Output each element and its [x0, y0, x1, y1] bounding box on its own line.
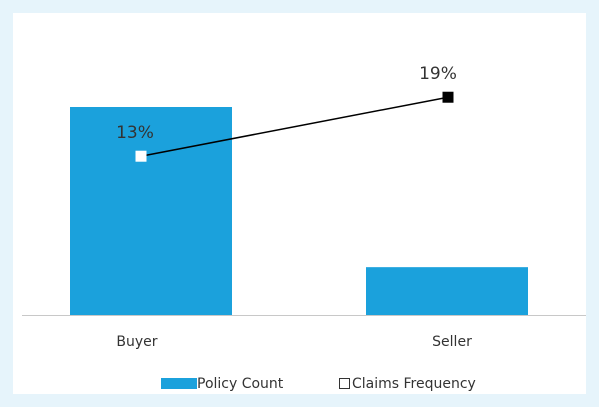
x-tick-labels: Buyer Seller: [116, 334, 472, 350]
bar-buyer: [70, 107, 232, 315]
legend: Policy Count Claims Frequency: [161, 376, 476, 392]
legend-swatch-policy-count: [161, 378, 197, 389]
bar-seller: [366, 267, 528, 315]
legend-swatch-claims-frequency: [339, 378, 350, 389]
chart-panel: 13% 19% Buyer Seller Policy Count Claims Fr…: [13, 13, 586, 394]
tick-label-seller: Seller: [432, 334, 472, 350]
claims-frequency-line: [140, 96, 449, 157]
chart-svg: 13% 19% Buyer Seller Policy Count Claims Fr…: [22, 64, 586, 392]
claims-frequency-series: 13% 19%: [116, 64, 457, 162]
legend-label-claims-frequency: Claims Frequency: [352, 376, 476, 392]
marker-seller: [442, 91, 454, 103]
legend-label-policy-count: Policy Count: [197, 376, 284, 392]
data-label-seller: 19%: [419, 64, 457, 84]
policy-count-bars: [70, 107, 528, 315]
tick-label-buyer: Buyer: [116, 334, 157, 350]
marker-buyer: [135, 150, 147, 162]
data-label-buyer: 13%: [116, 123, 154, 143]
